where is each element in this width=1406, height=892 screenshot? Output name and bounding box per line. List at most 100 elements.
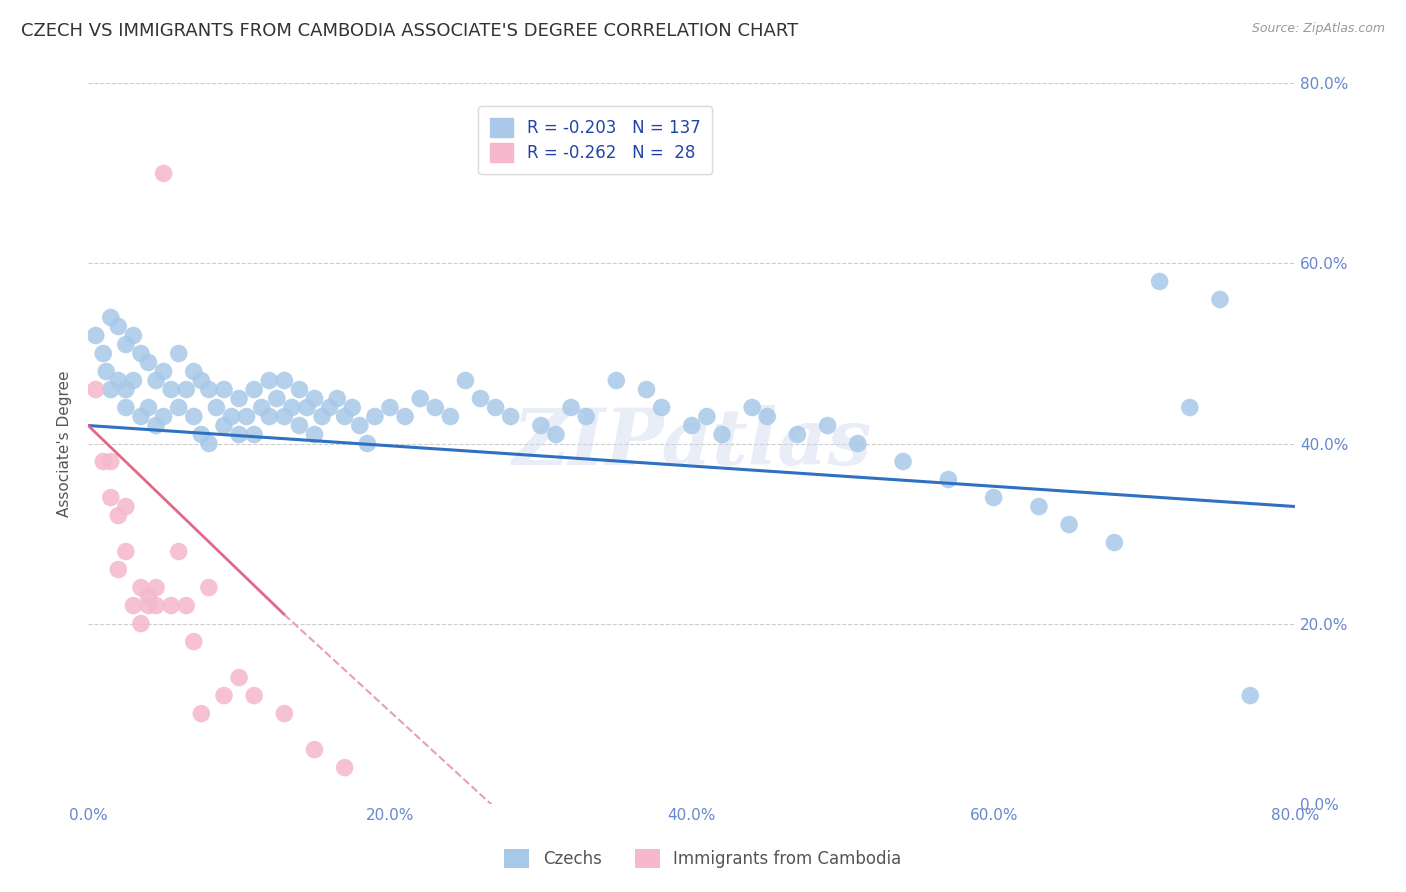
Legend: Czechs, Immigrants from Cambodia: Czechs, Immigrants from Cambodia [498,842,908,875]
Point [84,328,107,343]
Point [681,418,703,433]
Point [115,383,138,397]
Point [107,508,129,523]
Point [356,436,378,450]
Point [100,491,122,505]
Point [304,392,326,406]
Point [636,383,658,397]
Text: CZECH VS IMMIGRANTS FROM CAMBODIA ASSOCIATE'S DEGREE CORRELATION CHART: CZECH VS IMMIGRANTS FROM CAMBODIA ASSOCI… [21,22,799,40]
Point [152,409,174,424]
Point [756,409,779,424]
Point [160,383,183,397]
Point [983,491,1005,505]
Point [167,544,190,558]
Point [100,310,122,325]
Point [311,409,333,424]
Point [115,500,138,514]
Point [198,436,221,450]
Point [711,427,734,442]
Point [1209,293,1232,307]
Point [96,364,118,378]
Point [145,599,167,613]
Point [205,401,228,415]
Point [1239,689,1261,703]
Point [273,374,295,388]
Point [273,409,295,424]
Point [741,401,763,415]
Point [160,599,183,613]
Point [228,392,250,406]
Point [190,706,212,721]
Point [1028,500,1050,514]
Point [129,616,152,631]
Point [1149,275,1171,289]
Point [394,409,416,424]
Point [228,427,250,442]
Point [560,401,582,415]
Point [115,401,138,415]
Point [138,355,160,369]
Point [281,401,304,415]
Point [84,383,107,397]
Point [138,590,160,604]
Point [183,364,205,378]
Legend: R = -0.203   N = 137, R = -0.262   N =  28: R = -0.203 N = 137, R = -0.262 N = 28 [478,106,711,174]
Point [304,742,326,756]
Point [122,374,145,388]
Point [152,364,174,378]
Point [273,706,295,721]
Point [183,634,205,648]
Point [257,409,280,424]
Point [817,418,839,433]
Point [1178,401,1201,415]
Point [174,383,197,397]
Point [138,401,160,415]
Point [167,346,190,360]
Point [91,454,114,468]
Point [122,599,145,613]
Point [107,374,129,388]
Point [145,418,167,433]
Point [425,401,447,415]
Point [107,563,129,577]
Point [243,427,266,442]
Point [454,374,477,388]
Point [183,409,205,424]
Point [266,392,288,406]
Point [544,427,567,442]
Point [696,409,718,424]
Point [846,436,869,450]
Point [938,473,960,487]
Point [295,401,318,415]
Point [174,599,197,613]
Point [190,374,212,388]
Point [122,328,145,343]
Point [107,319,129,334]
Point [575,409,598,424]
Point [1057,517,1080,532]
Point [485,401,508,415]
Point [115,544,138,558]
Point [605,374,627,388]
Point [1104,535,1126,549]
Y-axis label: Associate's Degree: Associate's Degree [58,370,72,516]
Point [288,383,311,397]
Point [304,427,326,442]
Text: Source: ZipAtlas.com: Source: ZipAtlas.com [1251,22,1385,36]
Point [129,409,152,424]
Point [333,761,356,775]
Point [243,689,266,703]
Point [378,401,401,415]
Point [364,409,387,424]
Point [228,671,250,685]
Point [318,401,340,415]
Point [342,401,364,415]
Point [326,392,349,406]
Point [470,392,492,406]
Point [235,409,257,424]
Point [115,337,138,351]
Point [288,418,311,433]
Point [221,409,243,424]
Point [349,418,371,433]
Point [212,689,235,703]
